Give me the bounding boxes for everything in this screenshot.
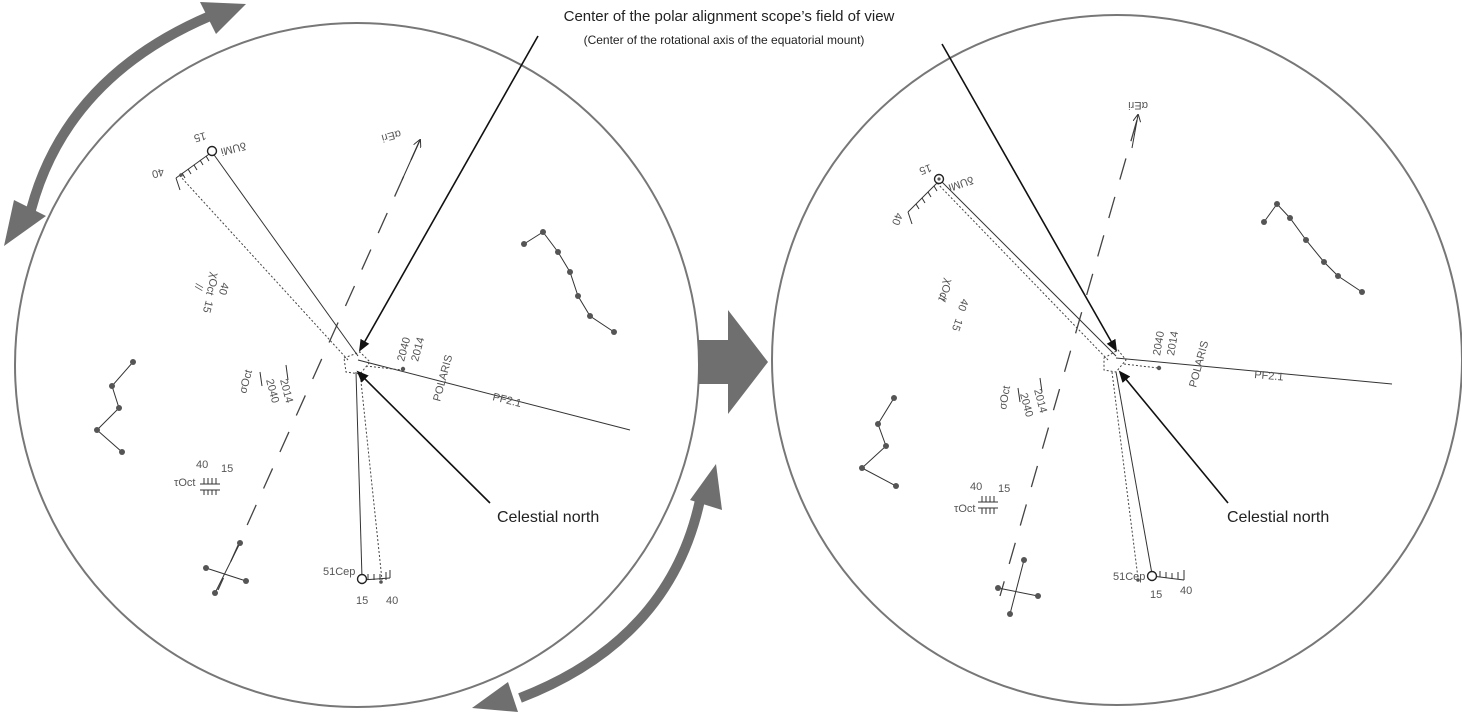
right-sigoct-label: σOct xyxy=(997,385,1013,411)
left-toct-label: τOct xyxy=(174,477,195,489)
left-toct-scale xyxy=(200,478,220,495)
right-reticle: POLARIS PF2.1 2040 2014 αEri δUMi 15 40 … xyxy=(771,14,1462,706)
left-line-pf xyxy=(357,359,631,431)
right-constellation-cassiopeia xyxy=(859,395,899,489)
right-eri-arrow xyxy=(1131,115,1138,149)
left-yoct-40: 40 xyxy=(216,281,231,296)
left-eri-arrow xyxy=(401,140,420,181)
left-toct-40: 40 xyxy=(196,459,208,471)
right-dumi-label: δUMi xyxy=(947,173,975,193)
celestial-north-right: Celestial north xyxy=(1227,509,1329,526)
right-dumi-15: 15 xyxy=(917,161,933,176)
right-toct-15: 15 xyxy=(998,483,1010,495)
left-cep-40: 40 xyxy=(386,595,398,607)
right-yoct-15: 15 xyxy=(949,317,964,333)
left-cep-scale xyxy=(356,570,391,585)
next-arrow-icon xyxy=(698,310,768,414)
left-polaris-dot xyxy=(400,366,406,372)
left-center-pointer xyxy=(359,35,539,352)
right-center-marker xyxy=(1103,349,1127,373)
right-dashed-axis xyxy=(999,119,1138,597)
center-title: Center of the polar alignment scope’s fi… xyxy=(564,8,895,25)
left-dashed-axis xyxy=(217,139,421,591)
right-dotted-cep xyxy=(1111,371,1139,579)
right-field-circle xyxy=(771,14,1462,706)
right-sigoct-mark-2 xyxy=(1017,387,1021,403)
right-line-pf xyxy=(1115,357,1393,385)
right-sigoct-2040: 2040 xyxy=(1017,392,1035,419)
left-constellation-cross xyxy=(203,540,249,596)
right-cep-label: 51Cep xyxy=(1113,571,1145,583)
right-toct-scale xyxy=(978,496,998,514)
right-pf-label: PF2.1 xyxy=(1254,369,1284,384)
rotate-arrow-icon-top xyxy=(4,2,246,246)
celestial-north-left: Celestial north xyxy=(497,509,599,526)
right-2040-label: 2040 xyxy=(1151,330,1167,356)
left-sigoct-mark-1 xyxy=(285,364,289,381)
right-constellation-cross xyxy=(995,557,1041,617)
right-sigoct-mark-1 xyxy=(1039,377,1043,393)
right-north-pointer xyxy=(1118,370,1229,504)
right-dotted-dumi xyxy=(935,181,1109,361)
left-dumi-40: 40 xyxy=(150,165,165,180)
left-line-dumi xyxy=(211,151,359,357)
left-cep-15: 15 xyxy=(356,595,368,607)
left-dotted-dumi xyxy=(179,175,349,361)
right-toct-40: 40 xyxy=(970,481,982,493)
left-sigoct-label: σOct xyxy=(237,369,255,395)
left-dumi-15: 15 xyxy=(192,129,207,144)
right-dotted-polaris xyxy=(1123,363,1159,369)
right-polaris-label: POLARIS xyxy=(1187,340,1211,389)
left-pf-label: PF2.1 xyxy=(491,391,522,410)
left-yoct-15: 15 xyxy=(200,299,215,314)
left-toct-15: 15 xyxy=(221,463,233,475)
left-eri-label: αEri xyxy=(380,127,402,144)
center-subtitle: (Center of the rotational axis of the eq… xyxy=(584,33,865,47)
left-cep-label: 51Cep xyxy=(323,566,355,578)
right-cep-15: 15 xyxy=(1150,589,1162,601)
left-dumi-label: δUMi xyxy=(219,139,247,157)
right-2014-label: 2014 xyxy=(1165,330,1181,356)
left-north-pointer xyxy=(356,370,491,504)
right-yoct-40: 40 xyxy=(955,297,970,313)
right-eri-label: αEri xyxy=(1128,99,1148,111)
right-cep-40: 40 xyxy=(1180,585,1192,597)
left-dotted-cep xyxy=(359,371,383,581)
left-sigoct-mark-2 xyxy=(259,371,263,387)
left-yoct-mark1: // xyxy=(191,282,204,292)
right-line-cep xyxy=(1115,371,1153,575)
left-constellation-cassiopeia xyxy=(94,359,136,455)
left-reticle: POLARIS PF2.1 2040 2014 αEri δUMi 15 40 … xyxy=(14,22,700,708)
left-yoct-label: χOct xyxy=(203,271,221,296)
right-line-dumi xyxy=(939,179,1117,357)
left-dumi-scale xyxy=(175,145,218,191)
right-center-pointer xyxy=(941,43,1117,352)
right-cep-scale xyxy=(1136,570,1185,582)
right-dumi-40: 40 xyxy=(889,211,904,227)
left-polaris-label: POLARIS xyxy=(431,354,455,403)
left-constellation-ursa xyxy=(521,229,617,335)
right-polaris-dot xyxy=(1156,365,1162,371)
right-yoct-mark1: // xyxy=(935,293,949,304)
left-line-cep xyxy=(355,371,363,579)
rotate-arrow-icon-bottom xyxy=(472,464,722,712)
right-constellation-ursa xyxy=(1261,201,1365,295)
right-toct-label: τOct xyxy=(954,503,975,515)
right-dumi-scale xyxy=(907,173,945,225)
